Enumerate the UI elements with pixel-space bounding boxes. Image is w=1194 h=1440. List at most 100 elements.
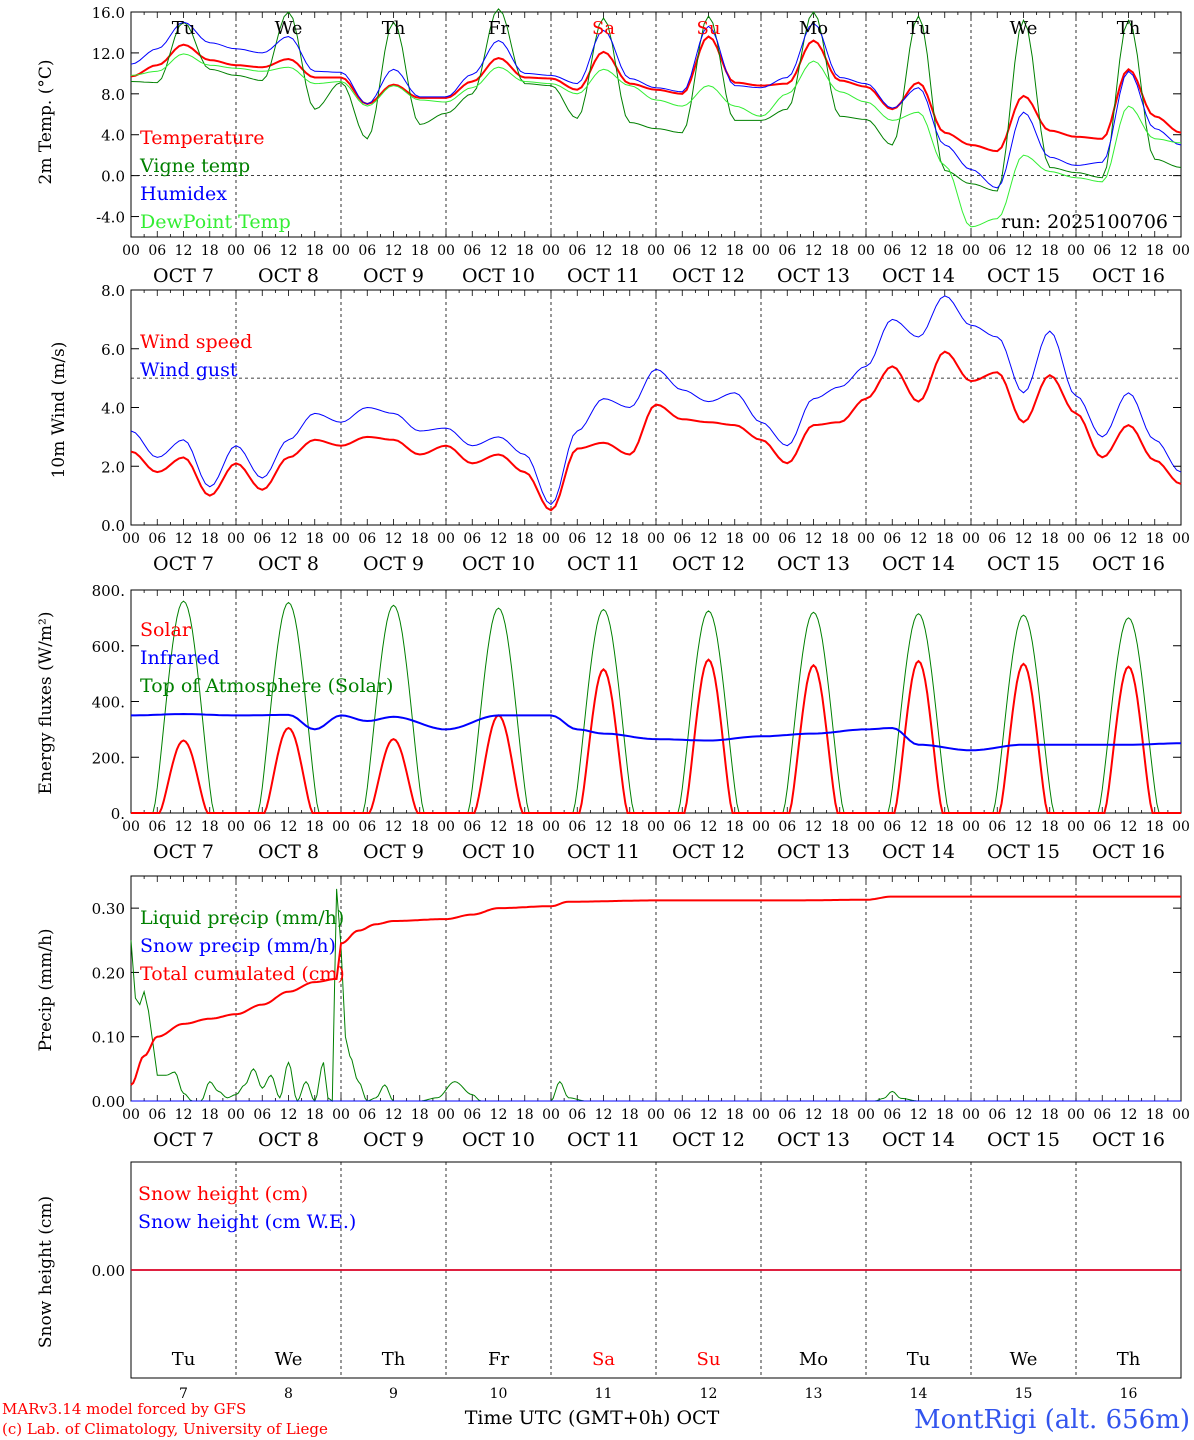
date-label: OCT 14 xyxy=(882,553,955,575)
hour-label: 00 xyxy=(857,819,875,835)
legend-humidex: Humidex xyxy=(140,183,227,205)
date-label: OCT 10 xyxy=(462,841,535,863)
hour-label: 00 xyxy=(647,531,665,547)
date-label: OCT 8 xyxy=(258,265,319,287)
hour-label: 00 xyxy=(752,531,770,547)
day-label: We xyxy=(1010,18,1038,39)
panel-frame xyxy=(130,11,1182,238)
hour-label: 06 xyxy=(253,1107,271,1123)
hour-label: 12 xyxy=(595,1107,613,1123)
hour-label: 18 xyxy=(621,819,639,835)
hour-label: 18 xyxy=(1041,531,1059,547)
hour-label: 00 xyxy=(1172,819,1190,835)
hour-label: 12 xyxy=(175,243,193,259)
hour-label: 00 xyxy=(542,531,560,547)
hour-label: 12 xyxy=(490,1107,508,1123)
legend-snow-precip: Snow precip (mm/h) xyxy=(140,935,336,957)
ytitle-temperature: 2m Temp. (°C) xyxy=(36,59,56,184)
date-label: OCT 15 xyxy=(987,265,1060,287)
hour-label: 12 xyxy=(175,1107,193,1123)
hour-label: 18 xyxy=(1146,243,1164,259)
date-label: OCT 7 xyxy=(153,1129,214,1151)
date-label: OCT 11 xyxy=(567,1129,640,1151)
hour-label: 12 xyxy=(1120,243,1138,259)
day-number: 7 xyxy=(179,1386,188,1402)
series-vigne-temp xyxy=(130,8,1182,192)
panel-frames xyxy=(130,11,1182,1379)
hour-label: 06 xyxy=(778,243,796,259)
y-tick-label: 0.20 xyxy=(92,964,125,982)
hour-label: 06 xyxy=(1093,243,1111,259)
day-label: Th xyxy=(1117,1349,1141,1370)
hour-label: 18 xyxy=(516,531,534,547)
hour-label: 06 xyxy=(463,819,481,835)
hour-label: 06 xyxy=(568,531,586,547)
date-label: OCT 11 xyxy=(567,841,640,863)
hour-label: 12 xyxy=(385,819,403,835)
hour-label: 12 xyxy=(1015,243,1033,259)
date-label: OCT 10 xyxy=(462,1129,535,1151)
legend-snow-height: Snow height (cm) xyxy=(138,1183,308,1205)
hour-label: 18 xyxy=(516,1107,534,1123)
y-tick-label: 0.0 xyxy=(101,517,125,535)
hour-label: 18 xyxy=(621,243,639,259)
date-label: OCT 13 xyxy=(777,1129,850,1151)
date-label: OCT 13 xyxy=(777,265,850,287)
date-label: OCT 12 xyxy=(672,553,745,575)
y-tick-label: 2.0 xyxy=(101,458,125,476)
hour-label: 00 xyxy=(437,243,455,259)
legend-infrared: Infrared xyxy=(140,647,220,669)
legend-total-cumulated: Total cumulated (cm) xyxy=(140,963,345,985)
date-label: OCT 13 xyxy=(777,841,850,863)
hour-label: 06 xyxy=(568,819,586,835)
date-label: OCT 8 xyxy=(258,553,319,575)
date-label: OCT 7 xyxy=(153,841,214,863)
hour-label: 18 xyxy=(936,531,954,547)
hour-label: 18 xyxy=(831,1107,849,1123)
day-label: Sa xyxy=(592,18,615,39)
y-tick-label: -4.0 xyxy=(96,209,125,227)
y-tick-label: 0.0 xyxy=(101,168,125,186)
hour-label: 06 xyxy=(673,1107,691,1123)
hour-label: 12 xyxy=(910,531,928,547)
footer-lab: (c) Lab. of Climatology, University of L… xyxy=(2,1420,328,1438)
hour-label: 06 xyxy=(673,531,691,547)
hour-label: 00 xyxy=(122,531,140,547)
hour-label: 06 xyxy=(778,819,796,835)
day-label: We xyxy=(275,18,303,39)
legend-wind-speed: Wind speed xyxy=(140,331,252,353)
day-number: 11 xyxy=(595,1386,613,1402)
hour-label: 18 xyxy=(1146,531,1164,547)
series-wind-speed xyxy=(130,350,1182,512)
hour-label: 12 xyxy=(910,243,928,259)
day-number: 10 xyxy=(490,1386,508,1402)
y-tick-label: 8.0 xyxy=(101,86,125,104)
hour-label: 00 xyxy=(857,243,875,259)
hour-label: 12 xyxy=(490,243,508,259)
series-dewpoint-temp xyxy=(130,53,1182,228)
hour-label: 00 xyxy=(227,1107,245,1123)
hour-label: 00 xyxy=(332,243,350,259)
hour-label: 12 xyxy=(280,819,298,835)
day-number: 13 xyxy=(805,1386,823,1402)
hour-label: 00 xyxy=(542,819,560,835)
hour-label: 12 xyxy=(490,819,508,835)
hour-label: 00 xyxy=(1172,531,1190,547)
hour-label: 00 xyxy=(752,819,770,835)
hour-label: 00 xyxy=(857,1107,875,1123)
date-label: OCT 9 xyxy=(363,841,424,863)
hour-label: 18 xyxy=(201,1107,219,1123)
hour-label: 06 xyxy=(358,1107,376,1123)
hour-label: 00 xyxy=(857,531,875,547)
hour-label: 06 xyxy=(883,819,901,835)
hour-label: 18 xyxy=(306,1107,324,1123)
hour-label: 12 xyxy=(805,243,823,259)
hour-label: 00 xyxy=(437,819,455,835)
legend-liquid-precip: Liquid precip (mm/h) xyxy=(140,907,344,929)
ytitle-snow: Snow height (cm) xyxy=(36,1196,56,1348)
hour-label: 18 xyxy=(1041,819,1059,835)
hour-label: 06 xyxy=(358,819,376,835)
hour-label: 00 xyxy=(437,531,455,547)
y-tick-label: 200. xyxy=(92,749,125,767)
date-label: OCT 14 xyxy=(882,841,955,863)
